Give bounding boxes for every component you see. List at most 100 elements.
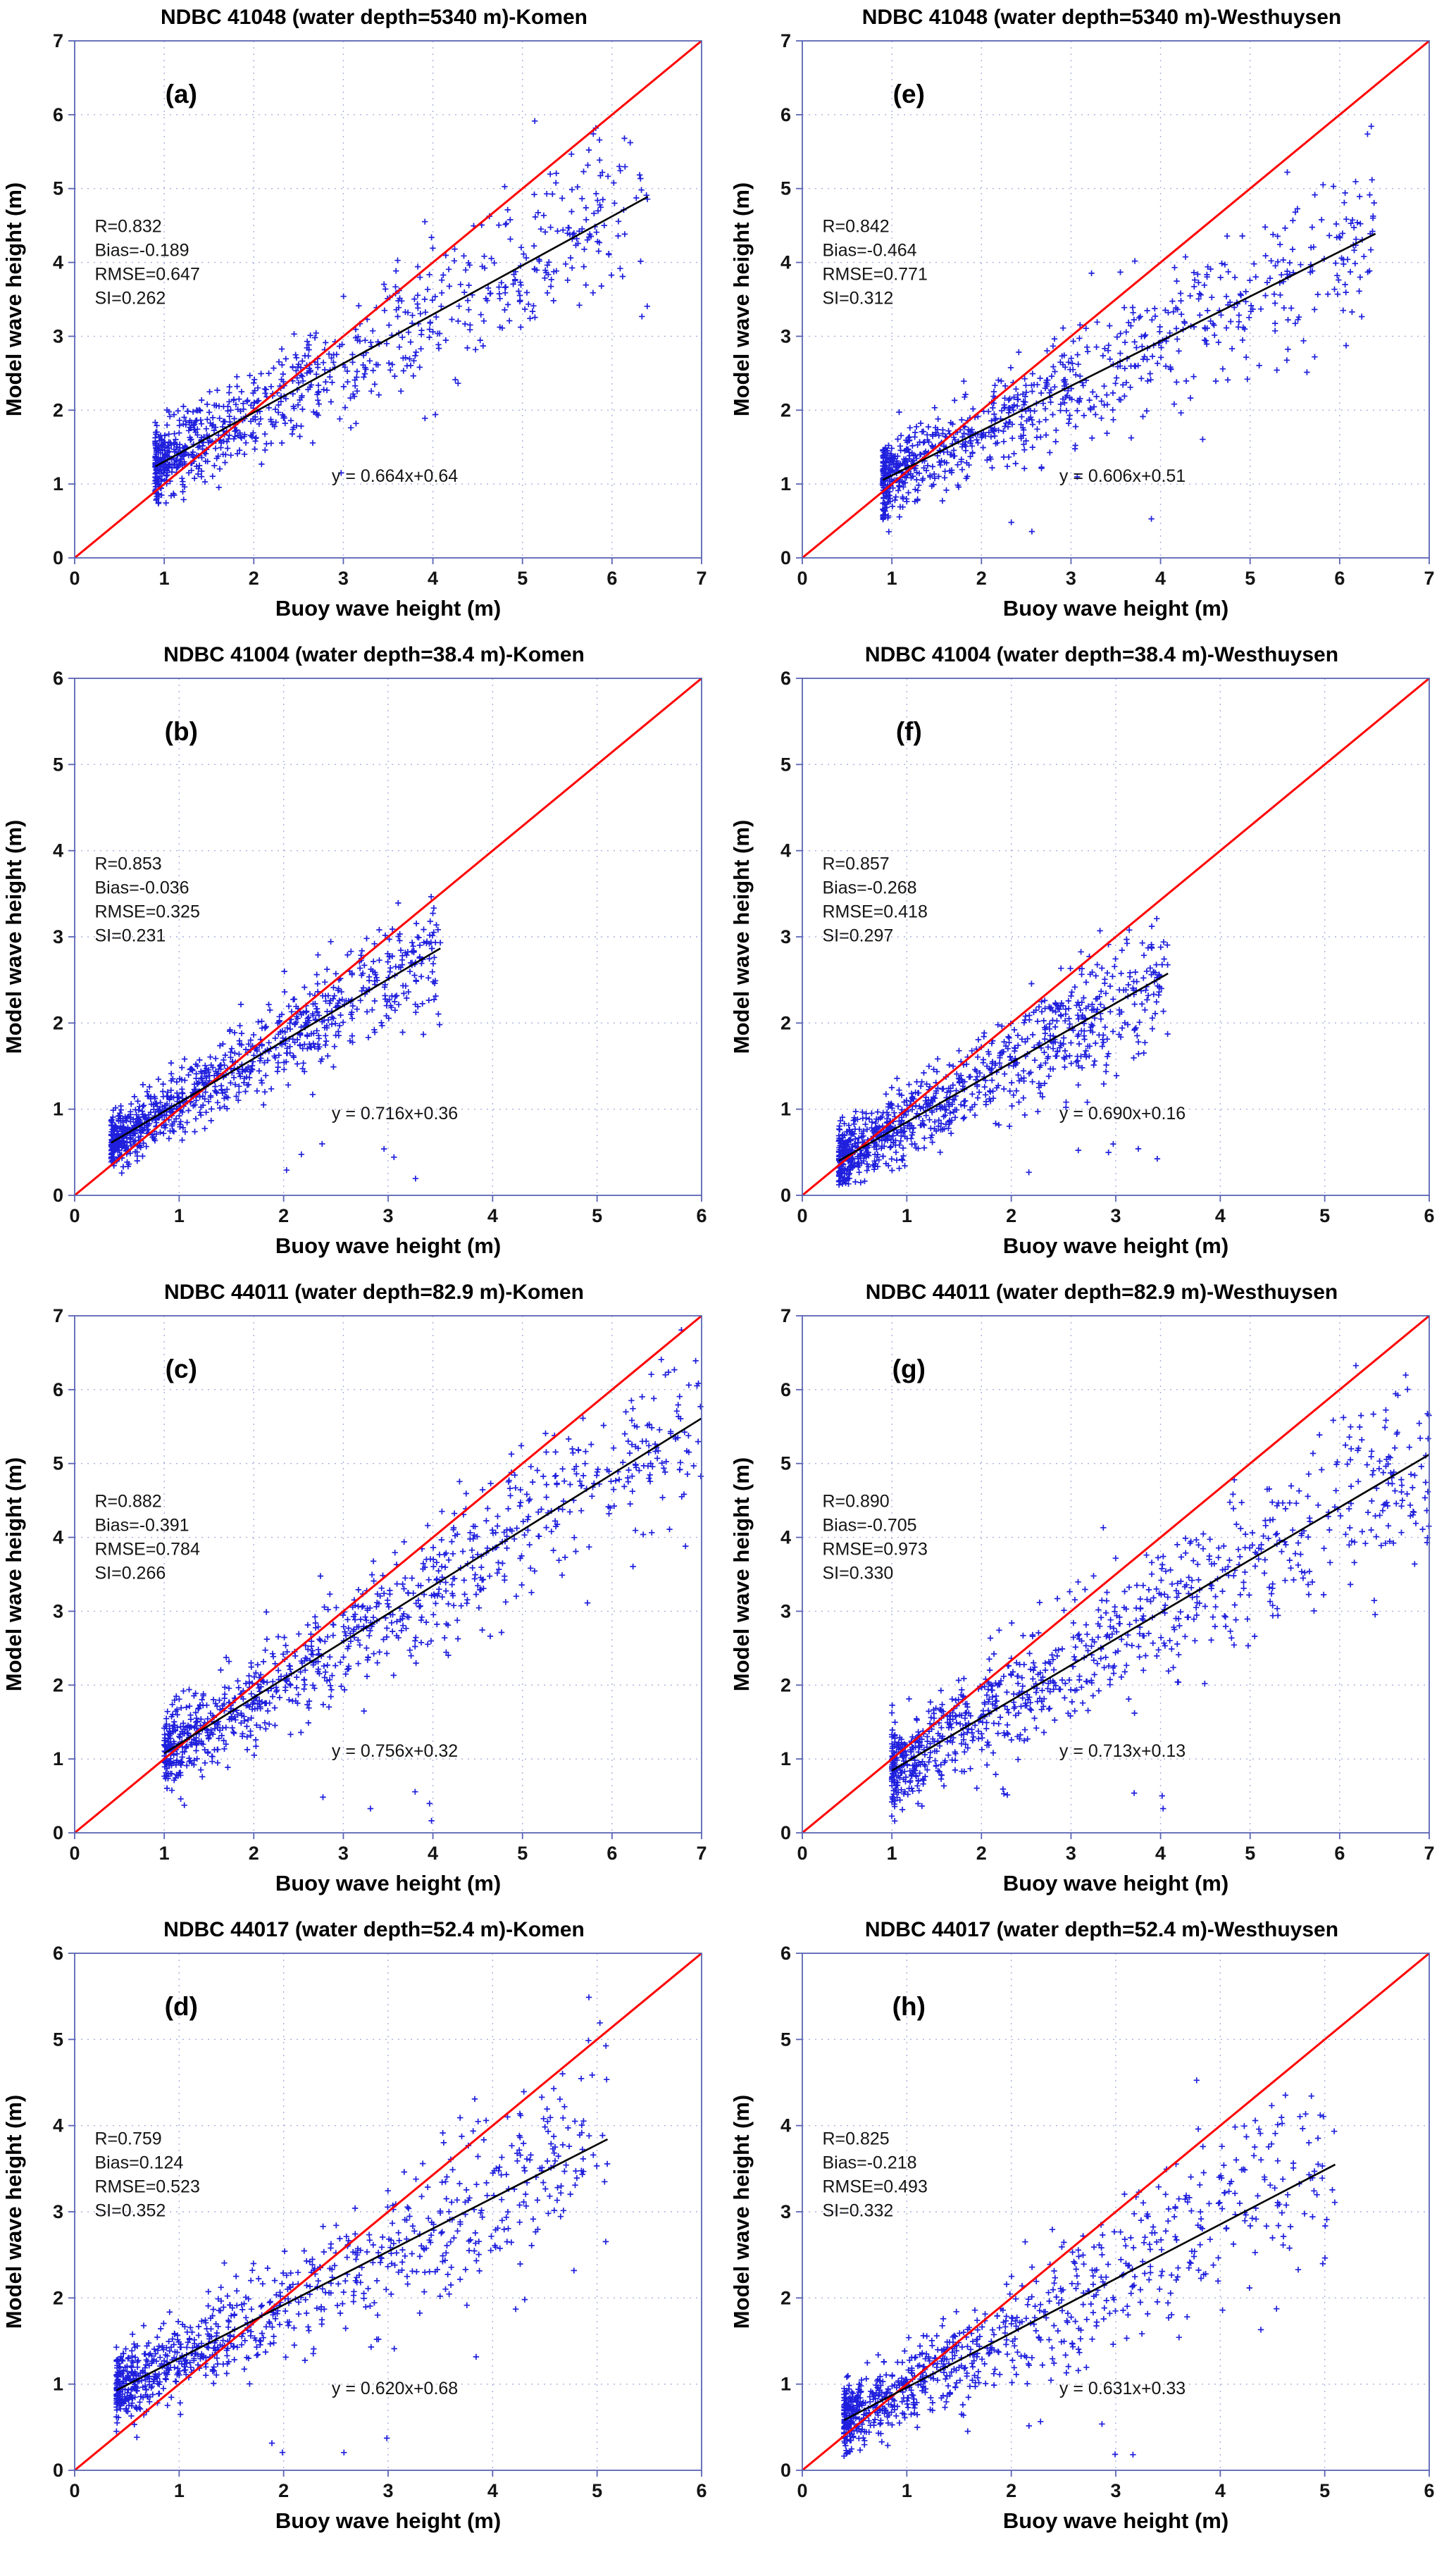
stats-line: RMSE=0.771 [822,265,927,285]
panel-e: 0 0 1 1 2 2 3 3 4 4 5 5 6 6 7 7 NDBC 41048 (water depth=… [728,0,1455,637]
y-tick-label: 3 [780,2201,791,2222]
x-tick-label: 0 [69,1205,80,1226]
x-axis-label: Buoy wave height (m) [275,2508,501,2533]
x-tick-label: 3 [1110,1205,1121,1226]
y-axis-label: Model wave height (m) [729,820,754,1054]
x-tick-label: 3 [1066,568,1076,589]
y-tick-label: 0 [53,2460,63,2481]
chart-title: NDBC 41048 (water depth=5340 m)-Komen [161,6,587,29]
panel-d: 0 0 1 1 2 2 3 3 4 4 5 5 6 6 NDBC 44017 (water depth=52… [0,1912,728,2550]
stats-line: Bias=-0.036 [94,878,189,898]
scatter-points [152,118,651,506]
chart-c: 00 1 1 2 2 3 3 4 4 5 5 6 6 7 7 NDBC 44011 (water depth=… [0,1275,728,1912]
chart-title: NDBC 44011 (water depth=82.9 m)-Komen [164,1281,584,1304]
y-tick-label: 4 [53,2115,63,2136]
stats-line: R=0.832 [94,217,161,237]
y-tick-label: 5 [53,754,63,775]
x-tick-label: 4 [1215,1205,1226,1226]
stats-line: Bias=-0.464 [822,241,916,261]
axes-box [74,40,702,559]
x-tick-label: 6 [696,2480,707,2501]
chart-d: 00 1 1 2 2 3 3 4 4 5 5 6 6 NDBC 44017 (water depth=52… [0,1912,728,2550]
panel-letter: (f) [896,717,922,746]
tick-marks [68,678,702,1202]
stats-line: SI=0.297 [822,926,893,946]
identity-line [802,39,1430,559]
fit-line [116,2138,609,2391]
x-tick-label: 3 [338,1843,349,1864]
x-tick-label: 6 [696,1205,707,1226]
stats-line: R=0.882 [94,1492,161,1512]
y-tick-label: 0 [780,1822,791,1843]
y-axis-label: Model wave height (m) [729,1457,754,1691]
stats-line: RMSE=0.493 [822,2177,927,2197]
identity-line [74,39,702,559]
y-tick-label: 5 [53,1453,63,1474]
chart-b: 00 1 1 2 2 3 3 4 4 5 5 6 6 NDBC 41004 (water depth=38… [0,637,728,1275]
y-tick-label: 0 [53,1822,63,1843]
identity-line [802,1952,1430,2472]
y-tick-label: 6 [780,104,791,125]
identity-line [74,1314,702,1834]
x-axis-label: Buoy wave height (m) [1003,2508,1228,2533]
axes-box [802,1315,1430,1834]
y-tick-label: 1 [53,1748,63,1769]
chart-f: 00 1 1 2 2 3 3 4 4 5 5 6 6 NDBC 41004 (water depth=38… [728,637,1455,1275]
x-tick-label: 4 [1155,568,1166,589]
y-tick-label: 7 [53,30,63,51]
y-tick-label: 5 [780,1453,791,1474]
panel-letter: (h) [892,1992,926,2021]
axes-box [74,1315,702,1834]
x-tick-label: 1 [887,1843,897,1864]
x-tick-label: 5 [517,568,528,589]
stats-line: RMSE=0.325 [94,902,199,922]
x-tick-label: 4 [1215,2480,1226,2501]
fit-line [163,1417,702,1755]
x-tick-label: 1 [159,1843,170,1864]
y-tick-label: 5 [53,178,63,199]
x-tick-label: 4 [487,2480,498,2501]
y-tick-label: 7 [780,1305,791,1326]
stats-line: SI=0.262 [94,289,166,309]
scatter-points [880,123,1377,535]
x-tick-label: 1 [159,568,170,589]
y-tick-label: 4 [53,1527,63,1548]
panel-g: 0 0 1 1 2 2 3 3 4 4 5 5 6 6 7 7 NDBC 44011 (water depth=… [728,1275,1455,1912]
x-tick-label: 1 [902,1205,912,1226]
y-tick-label: 7 [53,1305,63,1326]
y-axis-label: Model wave height (m) [729,182,754,416]
y-tick-label: 5 [780,754,791,775]
x-tick-label: 4 [487,1205,498,1226]
fit-equation: y = 0.664x+0.64 [332,466,458,486]
chart-title: NDBC 44017 (water depth=52.4 m)-Komen [163,1918,585,1941]
x-tick-label: 0 [69,568,80,589]
y-tick-label: 2 [780,2287,791,2308]
y-tick-label: 0 [780,547,791,568]
panel-letter: (g) [892,1355,926,1383]
y-axis-label: Model wave height (m) [1,2095,26,2329]
x-tick-label: 2 [1006,1205,1016,1226]
x-tick-label: 3 [1110,2480,1121,2501]
identity-line [74,677,702,1197]
x-tick-label: 0 [797,1205,807,1226]
y-tick-label: 2 [53,1674,63,1695]
y-tick-label: 3 [53,2201,63,2222]
y-tick-label: 2 [53,1012,63,1033]
panel-f: 0 0 1 1 2 2 3 3 4 4 5 5 6 6 NDBC 41004 (water depth=38… [728,637,1455,1275]
stats-line: SI=0.231 [94,926,166,946]
stats-line: SI=0.332 [822,2201,893,2221]
y-tick-label: 3 [780,325,791,347]
stats-line: Bias=-0.705 [822,1516,916,1536]
y-tick-label: 0 [780,2460,791,2481]
tick-marks [68,1315,702,1839]
stats-line: Bias=-0.189 [94,241,189,261]
y-tick-label: 2 [780,1674,791,1695]
y-tick-label: 1 [53,2374,63,2395]
x-axis-label: Buoy wave height (m) [275,1233,501,1258]
y-tick-label: 5 [780,2029,791,2050]
x-axis-label: Buoy wave height (m) [1003,1233,1228,1258]
x-tick-label: 0 [797,568,807,589]
x-tick-label: 1 [174,2480,185,2501]
y-tick-label: 4 [780,2115,791,2136]
